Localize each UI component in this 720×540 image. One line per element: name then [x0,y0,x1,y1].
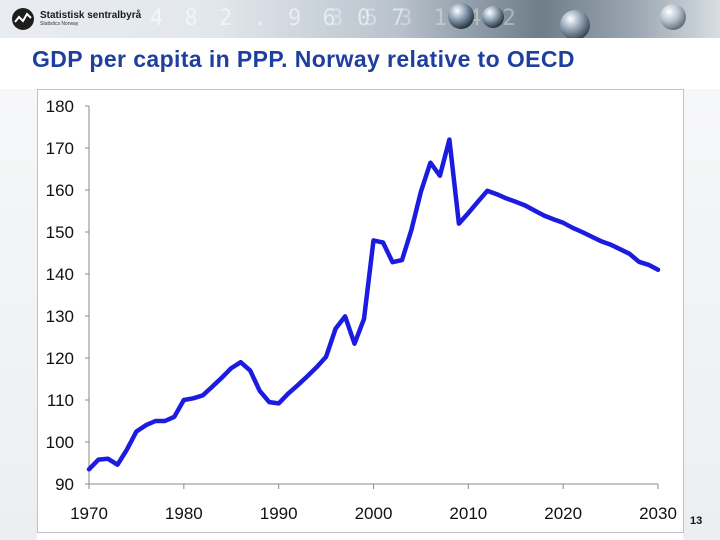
y-tick-label: 110 [47,391,74,410]
y-tick-label: 90 [55,475,74,494]
chart-frame [37,89,684,533]
bead-decoration [448,3,474,29]
bead-decoration [482,6,504,28]
left-margin [0,89,37,540]
banner-decoration: 4 8 2 . 9 6 0 7 [150,6,409,31]
series-line [86,137,661,472]
y-tick-label: 150 [46,223,74,242]
y-tick-label: 180 [46,97,74,116]
x-tick-label: 1980 [165,504,203,523]
right-margin [683,89,720,540]
page-number: 13 [690,515,703,527]
bead-decoration [560,10,590,38]
x-tick-label: 2020 [544,504,582,523]
ssb-logo: Statistisk sentralbyrå Statistics Norway [12,6,141,32]
y-tick-label: 170 [46,139,74,158]
bead-decoration [660,4,686,30]
x-tick-label: 2010 [449,504,487,523]
x-tick-label: 2030 [639,504,677,523]
x-tick-label: 1970 [70,504,108,523]
logo-subtitle: Statistics Norway [40,21,79,27]
y-tick-label: 160 [46,181,74,200]
y-tick-label: 130 [46,307,74,326]
logo-name: Statistisk sentralbyrå [40,10,142,21]
slide-title: GDP per capita in PPP. Norway relative t… [32,46,575,72]
y-tick-label: 140 [46,265,74,284]
x-tick-label: 1990 [260,504,298,523]
header-banner: 4 8 2 . 9 6 0 7 3 5 3 1 4 2 Statistisk s… [0,0,720,38]
ssb-logo-icon [12,8,34,30]
y-tick-label: 120 [46,349,74,368]
x-tick-label: 2000 [355,504,393,523]
y-tick-label: 100 [46,433,74,452]
